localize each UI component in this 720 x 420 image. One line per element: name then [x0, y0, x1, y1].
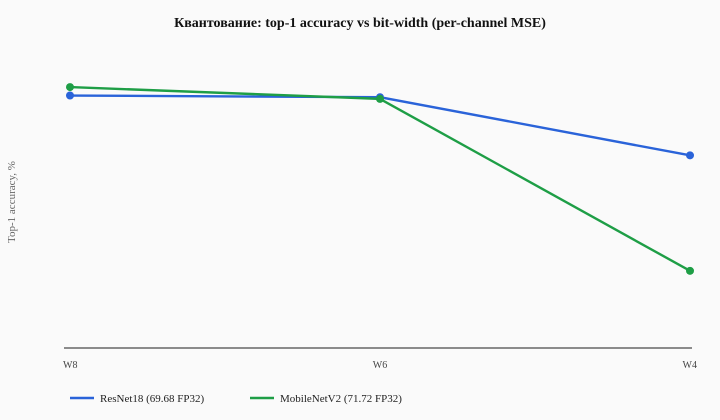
series-1-point-1 — [376, 94, 384, 103]
series-0-point-0 — [66, 91, 74, 100]
series-line-1 — [69, 85, 691, 272]
series-layer — [66, 83, 694, 275]
x-tick-label-w8: W8 — [63, 360, 77, 371]
legend: ResNet18 (69.68 FP32) MobileNetV2 (71.72 … — [70, 393, 402, 405]
x-tick-label-w4: W4 — [683, 360, 697, 371]
chart-title: Квантование: top-1 accuracy vs bit-width… — [174, 16, 546, 31]
series-0-point-2 — [686, 151, 694, 160]
x-tick-label-w6: W6 — [373, 360, 387, 371]
legend-label-1: MobileNetV2 (71.72 FP32) — [280, 393, 402, 405]
series-1-point-2 — [686, 266, 694, 275]
x-tick-labels: W8 W6 W4 — [63, 360, 697, 371]
legend-label-0: ResNet18 (69.68 FP32) — [100, 393, 205, 405]
y-axis-label: Top-1 accuracy, % — [6, 161, 18, 243]
series-line-0 — [69, 94, 691, 157]
series-1-point-0 — [66, 83, 74, 92]
